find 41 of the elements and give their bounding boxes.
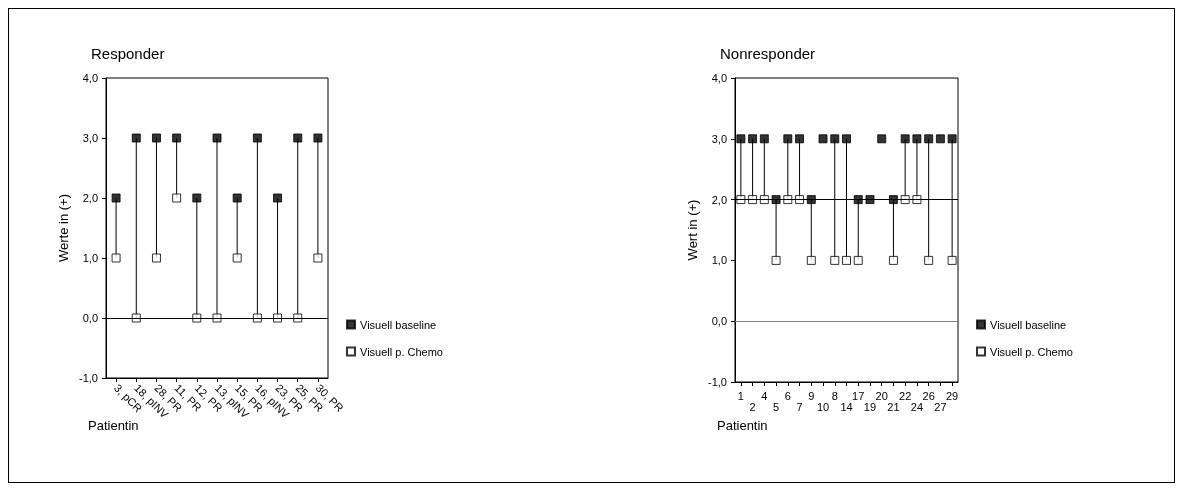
y-tick-label: 2,0	[711, 193, 727, 206]
x-tick-label: 14	[840, 400, 853, 413]
x-tick-label: 19	[863, 400, 877, 413]
x-tick-label: 29	[946, 389, 959, 402]
x-tick-label: 1	[737, 389, 744, 402]
x-tick-label: 9	[808, 389, 815, 402]
y-tick-label: -1,0	[708, 376, 727, 388]
legend-label: Visuell baseline	[360, 318, 437, 331]
x-axis-title: Patientin	[88, 418, 139, 433]
x-tick-label: 17	[852, 389, 865, 402]
y-tick-label: 4,0	[82, 72, 98, 84]
legend-label: Visuell p. Chemo	[360, 345, 443, 358]
x-tick-label: 8	[831, 389, 838, 402]
x-tick-label: 4	[761, 389, 768, 402]
y-tick-label: 1,0	[711, 254, 727, 267]
x-tick-label: 26	[922, 389, 935, 402]
chart-title: Responder	[91, 45, 165, 62]
y-tick-label: -1,0	[79, 372, 98, 384]
legend-label: Visuell p. Chemo	[990, 345, 1073, 358]
x-tick-label: 6	[784, 389, 791, 402]
x-tick-label: 2	[749, 400, 756, 413]
y-tick-label: 2,0	[82, 192, 98, 204]
x-tick-label: 20	[875, 389, 888, 402]
x-tick-label: 5	[773, 400, 780, 413]
x-tick-label: 24	[910, 400, 924, 413]
x-tick-label: 21	[887, 400, 900, 413]
y-axis-title: Wert in (+)	[685, 199, 700, 261]
x-tick-label: 22	[899, 389, 912, 402]
y-tick-label: 3,0	[82, 132, 98, 144]
y-axis-title: Werte in (+)	[56, 193, 71, 263]
legend-label: Visuell baseline	[990, 318, 1067, 331]
y-tick-label: 0,0	[711, 315, 727, 328]
y-tick-label: 0,0	[82, 312, 98, 324]
y-tick-label: 4,0	[711, 72, 727, 84]
y-tick-label: 1,0	[82, 252, 98, 264]
y-tick-label: 3,0	[711, 132, 727, 145]
chart-title: Nonresponder	[720, 45, 816, 62]
x-tick-label: 7	[796, 400, 803, 413]
x-tick-label: 10	[816, 400, 830, 413]
x-axis-title: Patientin	[717, 418, 768, 433]
x-tick-label: 27	[934, 400, 947, 413]
